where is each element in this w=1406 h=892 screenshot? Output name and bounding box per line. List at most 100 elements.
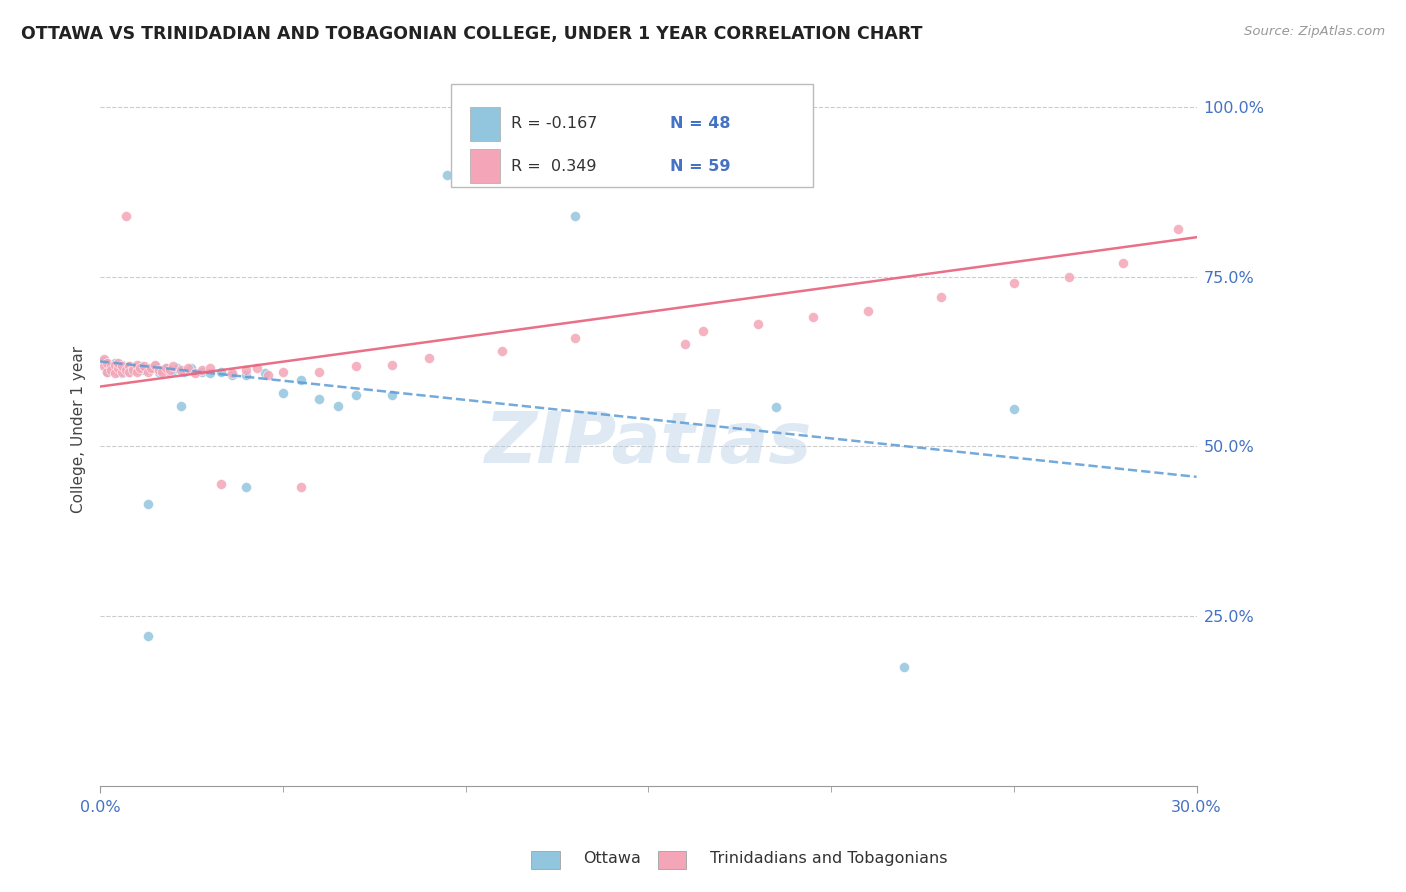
Point [290, 480, 312, 494]
Point [209, 365, 232, 379]
Text: OTTAWA VS TRINIDADIAN AND TOBAGONIAN COLLEGE, UNDER 1 YEAR CORRELATION CHART: OTTAWA VS TRINIDADIAN AND TOBAGONIAN COL… [21, 25, 922, 43]
Point [125, 363, 148, 377]
Point [191, 363, 214, 377]
Point [100, 359, 122, 374]
Point [136, 365, 159, 379]
Point [436, 168, 458, 182]
Point [209, 476, 232, 491]
Point [141, 361, 163, 376]
Point [132, 359, 155, 374]
Point [143, 359, 166, 374]
Point [180, 361, 202, 376]
Point [129, 361, 152, 376]
Point [162, 363, 184, 377]
Point [93, 354, 115, 368]
Point [125, 358, 148, 372]
Point [159, 365, 181, 379]
Point [150, 363, 173, 377]
Point [491, 344, 513, 359]
Point [122, 361, 145, 376]
Point [104, 358, 127, 372]
Text: Ottawa: Ottawa [583, 851, 641, 865]
Point [107, 359, 129, 374]
Point [111, 359, 134, 374]
Point [173, 365, 195, 379]
Point [221, 368, 243, 382]
Text: ZIPatlas: ZIPatlas [485, 409, 813, 478]
Text: N = 59: N = 59 [671, 159, 731, 174]
Text: R =  0.349: R = 0.349 [512, 159, 596, 174]
Text: Trinidadians and Tobagonians: Trinidadians and Tobagonians [710, 851, 948, 865]
Point [344, 359, 367, 374]
Point [155, 361, 177, 376]
Point [118, 365, 141, 379]
Point [159, 363, 181, 377]
Point [118, 359, 141, 374]
Point [253, 366, 276, 380]
Point [564, 331, 586, 345]
Point [148, 363, 170, 377]
Point [100, 363, 122, 377]
Point [150, 365, 173, 379]
Point [114, 363, 136, 377]
Point [111, 358, 134, 372]
Point [122, 363, 145, 377]
Point [747, 317, 769, 331]
Point [1057, 269, 1080, 284]
Point [308, 365, 330, 379]
Point [381, 388, 404, 402]
Point [96, 365, 118, 379]
Point [856, 303, 879, 318]
Point [673, 337, 696, 351]
Point [198, 366, 221, 380]
Text: R = -0.167: R = -0.167 [512, 116, 598, 131]
FancyBboxPatch shape [451, 84, 813, 187]
Point [114, 361, 136, 376]
Point [107, 361, 129, 376]
Point [96, 356, 118, 370]
Point [136, 629, 159, 643]
Point [929, 290, 952, 304]
Point [271, 386, 294, 401]
Point [96, 361, 118, 376]
Point [246, 361, 269, 376]
Point [125, 365, 148, 379]
Point [155, 361, 177, 376]
Point [893, 660, 915, 674]
Point [148, 365, 170, 379]
Point [132, 363, 155, 377]
Point [191, 365, 214, 379]
Point [381, 358, 404, 372]
Point [118, 365, 141, 379]
Point [104, 361, 127, 376]
Point [136, 497, 159, 511]
Point [100, 358, 122, 372]
Point [122, 361, 145, 376]
Point [107, 365, 129, 379]
Point [169, 399, 191, 413]
FancyBboxPatch shape [470, 107, 501, 141]
Point [692, 324, 714, 338]
Point [111, 365, 134, 379]
Point [564, 209, 586, 223]
Text: Source: ZipAtlas.com: Source: ZipAtlas.com [1244, 25, 1385, 38]
Point [169, 363, 191, 377]
Point [801, 310, 824, 325]
FancyBboxPatch shape [470, 149, 501, 183]
Point [93, 359, 115, 374]
Point [344, 388, 367, 402]
Point [257, 368, 280, 382]
Point [290, 373, 312, 387]
Point [184, 366, 207, 380]
Point [221, 366, 243, 380]
Point [104, 356, 127, 370]
Point [1002, 277, 1025, 291]
Point [96, 365, 118, 379]
Point [93, 352, 115, 367]
Point [326, 399, 349, 413]
Point [308, 392, 330, 406]
Point [271, 365, 294, 379]
Point [104, 366, 127, 380]
Point [166, 361, 188, 376]
Point [107, 356, 129, 370]
